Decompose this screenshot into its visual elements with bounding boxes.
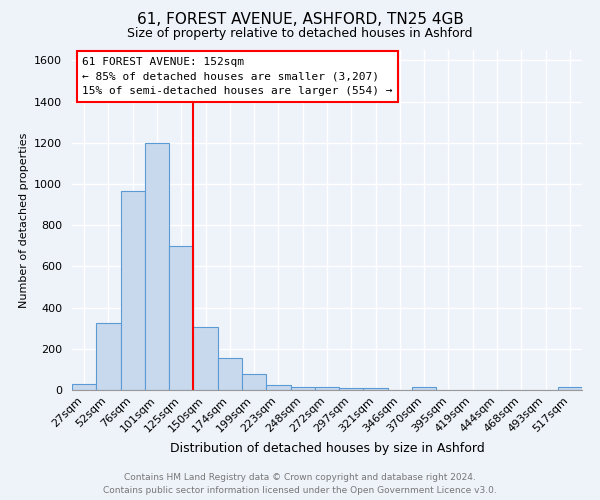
Bar (193, 327, 218, 390)
Bar (364, 388, 388, 390)
Bar (339, 388, 364, 390)
Text: 61, FOREST AVENUE, ASHFORD, TN25 4GB: 61, FOREST AVENUE, ASHFORD, TN25 4GB (137, 12, 463, 28)
Bar (121, 191, 145, 390)
Y-axis label: Number of detached properties: Number of detached properties (19, 132, 29, 308)
Bar (290, 387, 315, 390)
Bar (145, 142, 169, 390)
Bar (558, 387, 582, 390)
Bar (72, 384, 96, 390)
Bar (96, 323, 121, 390)
Bar (315, 387, 339, 390)
Text: 61 FOREST AVENUE: 152sqm
← 85% of detached houses are smaller (3,207)
15% of sem: 61 FOREST AVENUE: 152sqm ← 85% of detach… (82, 57, 392, 96)
X-axis label: Distribution of detached houses by size in Ashford: Distribution of detached houses by size … (170, 442, 484, 455)
Bar (266, 385, 290, 390)
Bar (169, 246, 193, 390)
Text: Size of property relative to detached houses in Ashford: Size of property relative to detached ho… (127, 28, 473, 40)
Bar (218, 358, 242, 390)
Text: Contains HM Land Registry data © Crown copyright and database right 2024.
Contai: Contains HM Land Registry data © Crown c… (103, 473, 497, 495)
Bar (242, 374, 266, 390)
Bar (412, 387, 436, 390)
